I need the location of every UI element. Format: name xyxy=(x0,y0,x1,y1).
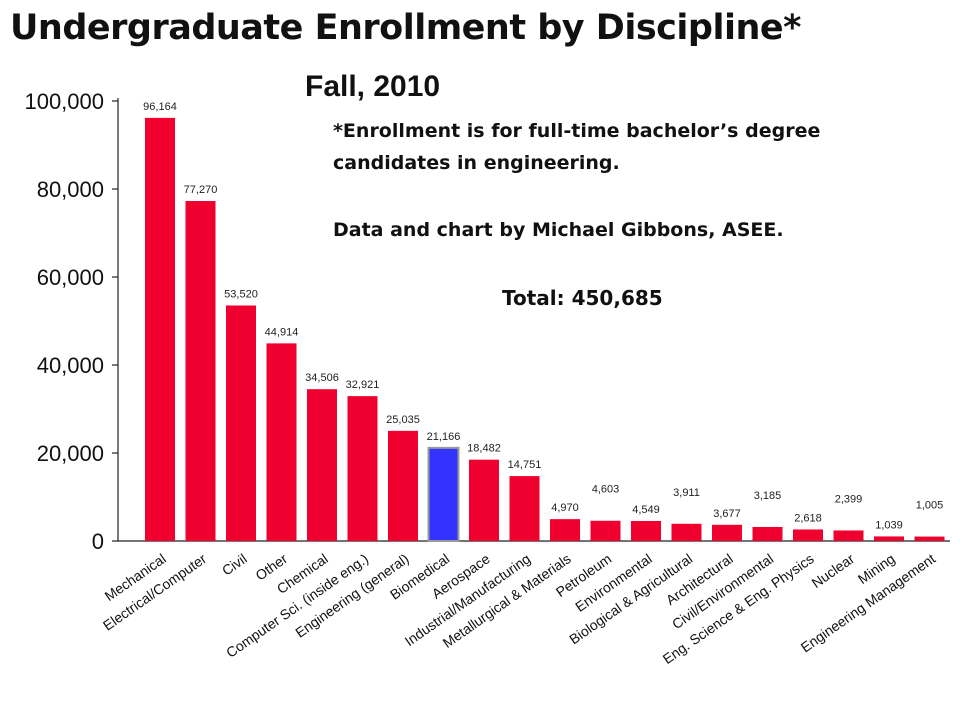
credit-note: Data and chart by Michael Gibbons, ASEE. xyxy=(333,219,784,241)
footnote-line-2: candidates in engineering. xyxy=(333,152,620,174)
bar xyxy=(388,430,418,541)
bar xyxy=(509,476,540,541)
bar xyxy=(307,389,337,541)
bar xyxy=(671,523,702,541)
value-label: 1,005 xyxy=(916,500,944,512)
bar xyxy=(469,459,499,541)
value-label: 1,039 xyxy=(875,519,903,531)
bar xyxy=(793,529,823,541)
value-label: 4,549 xyxy=(632,504,660,516)
value-label: 14,751 xyxy=(508,459,542,471)
value-label: 2,618 xyxy=(794,512,822,524)
y-tick-label: 100,000 xyxy=(24,89,104,114)
y-tick-label: 60,000 xyxy=(37,265,104,290)
value-label: 4,603 xyxy=(592,484,620,496)
y-axis: 0 20,000 40,000 60,000 80,000 100,000 xyxy=(24,89,950,554)
value-label: 77,270 xyxy=(184,184,218,196)
bar xyxy=(712,524,742,541)
value-label: 34,506 xyxy=(305,372,339,384)
value-label: 4,970 xyxy=(551,502,579,514)
bar xyxy=(226,305,256,541)
value-label: 18,482 xyxy=(467,443,501,455)
chart-title: Undergraduate Enrollment by Discipline* xyxy=(10,8,801,48)
y-tick-label: 0 xyxy=(92,529,104,554)
value-label: 32,921 xyxy=(346,379,380,391)
total-note: Total: 450,685 xyxy=(502,286,663,310)
value-label: 3,911 xyxy=(673,487,700,499)
bar xyxy=(874,536,904,541)
value-label: 25,035 xyxy=(386,414,420,426)
bar xyxy=(631,520,661,541)
value-label: 44,914 xyxy=(265,326,299,338)
value-label: 3,677 xyxy=(713,508,741,520)
bar xyxy=(347,396,378,541)
bar xyxy=(914,536,945,541)
bar xyxy=(145,117,175,541)
category-label: Nuclear xyxy=(809,550,858,591)
bar xyxy=(833,530,864,541)
bar xyxy=(752,526,783,541)
category-label: Civil xyxy=(219,550,250,578)
value-label: 3,185 xyxy=(754,490,782,502)
value-label: 2,399 xyxy=(835,493,863,505)
value-label: 21,166 xyxy=(427,431,461,443)
footnote-line-1: *Enrollment is for full-time bachelor’s … xyxy=(333,120,821,142)
value-labels: 96,164 77,270 53,520 44,914 34,506 32,921 25,0… xyxy=(143,101,943,532)
bar xyxy=(266,343,297,541)
bar xyxy=(550,519,580,541)
y-tick-label: 80,000 xyxy=(37,177,104,202)
bars xyxy=(145,117,945,542)
value-label: 96,164 xyxy=(143,101,177,113)
value-label: 53,520 xyxy=(224,289,258,301)
chart-subtitle: Fall, 2010 xyxy=(305,70,441,103)
bar xyxy=(185,201,216,541)
bar xyxy=(427,446,460,542)
y-tick-label: 20,000 xyxy=(37,441,104,466)
y-tick-label: 40,000 xyxy=(37,353,104,378)
bar xyxy=(590,520,621,541)
